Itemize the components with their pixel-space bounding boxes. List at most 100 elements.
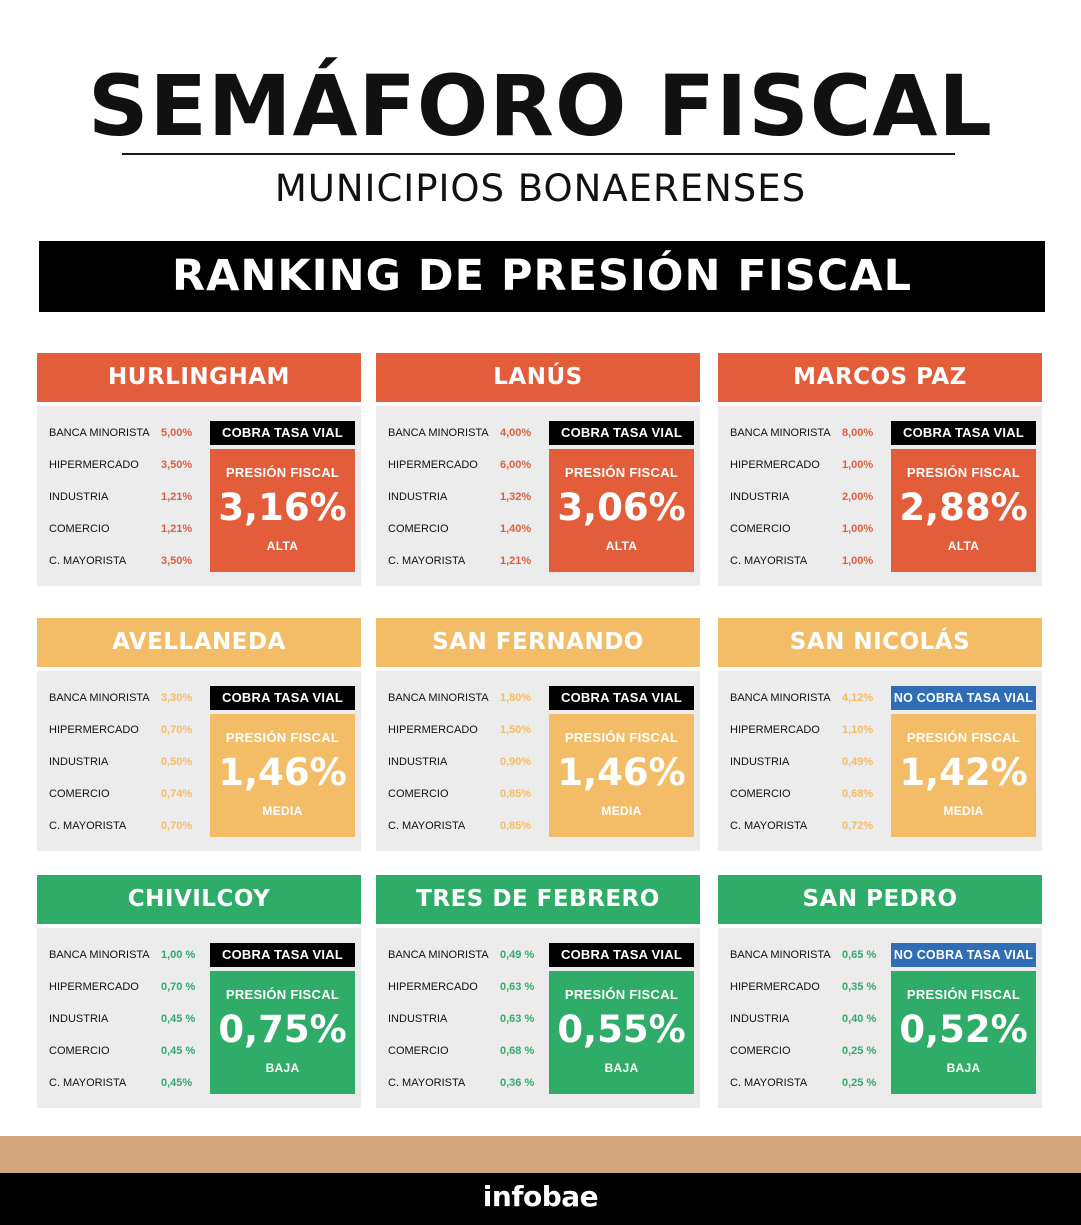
rate-row: BANCA MINORISTA 0,65 %: [730, 942, 880, 974]
presion-value: 1,46%: [557, 751, 686, 794]
rate-row: C. MAYORISTA 1,00%: [730, 548, 880, 580]
rate-row: C. MAYORISTA 0,72%: [730, 813, 880, 845]
rate-row: BANCA MINORISTA 4,12%: [730, 685, 880, 717]
rate-row: C. MAYORISTA 3,50%: [49, 548, 199, 580]
rate-value: 0,70%: [161, 724, 193, 736]
rate-label: HIPERMERCADO: [730, 724, 820, 736]
rate-label: BANCA MINORISTA: [388, 692, 489, 704]
rate-label: HIPERMERCADO: [49, 459, 139, 471]
card-body: BANCA MINORISTA 3,30% HIPERMERCADO 0,70% IND…: [37, 671, 361, 851]
presion-fiscal-box: PRESIÓN FISCAL 0,55% BAJA: [549, 971, 694, 1094]
rate-label: COMERCIO: [388, 1045, 449, 1057]
presion-level: BAJA: [946, 1061, 981, 1075]
tasa-vial-badge: COBRA TASA VIAL: [549, 943, 694, 967]
rate-value: 3,50%: [161, 459, 193, 471]
presion-value: 0,52%: [899, 1008, 1028, 1051]
rate-value: 0,40 %: [842, 1013, 877, 1025]
presion-fiscal-box: PRESIÓN FISCAL 0,52% BAJA: [891, 971, 1036, 1094]
presion-value: 3,16%: [218, 486, 347, 529]
presion-level: MEDIA: [601, 804, 642, 818]
rate-value: 3,50%: [161, 555, 193, 567]
rate-row: HIPERMERCADO 0,70 %: [49, 974, 199, 1006]
rate-label: HIPERMERCADO: [388, 981, 478, 993]
rate-row: COMERCIO 0,45 %: [49, 1038, 199, 1070]
rate-row: INDUSTRIA 1,32%: [388, 484, 538, 516]
rate-label: INDUSTRIA: [730, 1013, 790, 1025]
rate-row: BANCA MINORISTA 4,00%: [388, 420, 538, 452]
rate-value: 5,00%: [161, 427, 193, 439]
rate-row: INDUSTRIA 0,49%: [730, 749, 880, 781]
rate-value: 1,32%: [500, 491, 532, 503]
rate-row: BANCA MINORISTA 1,00 %: [49, 942, 199, 974]
rate-row: COMERCIO 0,68 %: [388, 1038, 538, 1070]
card-body: BANCA MINORISTA 4,12% HIPERMERCADO 1,10% IND…: [718, 671, 1042, 851]
presion-label: PRESIÓN FISCAL: [225, 730, 340, 745]
presion-value: 1,42%: [899, 751, 1028, 794]
card-tres-de-febrero: TRES DE FEBRERO BANCA MINORISTA 0,49 % HIPE…: [376, 875, 700, 1108]
rate-row: INDUSTRIA 1,21%: [49, 484, 199, 516]
title-divider: [122, 153, 955, 155]
rate-label: HIPERMERCADO: [730, 981, 820, 993]
rate-value: 0,74%: [161, 788, 193, 800]
rate-label: BANCA MINORISTA: [49, 427, 150, 439]
rate-value: 0,70 %: [161, 981, 196, 993]
presion-level: ALTA: [266, 539, 299, 553]
ranking-banner: RANKING DE PRESIÓN FISCAL: [39, 241, 1045, 312]
rate-label: INDUSTRIA: [388, 1013, 448, 1025]
rate-label: C. MAYORISTA: [49, 1077, 127, 1089]
rate-row: C. MAYORISTA 0,45%: [49, 1070, 199, 1102]
presion-label: PRESIÓN FISCAL: [906, 987, 1021, 1002]
rate-label: COMERCIO: [49, 788, 110, 800]
card-title: MARCOS PAZ: [718, 353, 1042, 402]
rate-value: 0,25 %: [842, 1045, 877, 1057]
rate-value: 4,00%: [500, 427, 532, 439]
rate-label: C. MAYORISTA: [388, 555, 466, 567]
rate-label: COMERCIO: [388, 523, 449, 535]
rate-value: 0,50%: [161, 756, 193, 768]
rate-row: C. MAYORISTA 0,85%: [388, 813, 538, 845]
rate-row: C. MAYORISTA 1,21%: [388, 548, 538, 580]
presion-level: BAJA: [604, 1061, 639, 1075]
card-title: SAN PEDRO: [718, 875, 1042, 924]
presion-value: 0,55%: [557, 1008, 686, 1051]
rate-label: BANCA MINORISTA: [49, 692, 150, 704]
rate-label: INDUSTRIA: [49, 756, 109, 768]
rates-list: BANCA MINORISTA 0,49 % HIPERMERCADO 0,63 % I…: [388, 942, 538, 1102]
rate-value: 1,21%: [161, 491, 193, 503]
presion-value: 0,75%: [218, 1008, 347, 1051]
rates-list: BANCA MINORISTA 5,00% HIPERMERCADO 3,50% IND…: [49, 420, 199, 580]
rate-row: INDUSTRIA 0,45 %: [49, 1006, 199, 1038]
presion-label: PRESIÓN FISCAL: [906, 465, 1021, 480]
card-body: BANCA MINORISTA 1,80% HIPERMERCADO 1,50% IND…: [376, 671, 700, 851]
tasa-vial-badge: COBRA TASA VIAL: [210, 686, 355, 710]
rate-value: 1,10%: [842, 724, 874, 736]
page-subtitle: MUNICIPIOS BONAERENSES: [274, 167, 807, 210]
card-lanus: LANÚS BANCA MINORISTA 4,00% HIPERMERCADO 6,0…: [376, 353, 700, 586]
rate-value: 2,00%: [842, 491, 874, 503]
presion-level: MEDIA: [262, 804, 303, 818]
card-san-pedro: SAN PEDRO BANCA MINORISTA 0,65 % HIPERMERCA…: [718, 875, 1042, 1108]
rate-value: 1,21%: [161, 523, 193, 535]
rate-row: BANCA MINORISTA 5,00%: [49, 420, 199, 452]
presion-fiscal-box: PRESIÓN FISCAL 2,88% ALTA: [891, 449, 1036, 572]
rates-list: BANCA MINORISTA 4,00% HIPERMERCADO 6,00% IND…: [388, 420, 538, 580]
rate-label: INDUSTRIA: [730, 491, 790, 503]
rate-row: HIPERMERCADO 0,63 %: [388, 974, 538, 1006]
tasa-vial-badge: NO COBRA TASA VIAL: [891, 686, 1036, 710]
rate-row: C. MAYORISTA 0,36 %: [388, 1070, 538, 1102]
presion-fiscal-box: PRESIÓN FISCAL 3,06% ALTA: [549, 449, 694, 572]
card-chivilcoy: CHIVILCOY BANCA MINORISTA 1,00 % HIPERMERCA…: [37, 875, 361, 1108]
rate-value: 1,00%: [842, 523, 874, 535]
presion-label: PRESIÓN FISCAL: [906, 730, 1021, 745]
rates-list: BANCA MINORISTA 4,12% HIPERMERCADO 1,10% IND…: [730, 685, 880, 845]
rate-label: BANCA MINORISTA: [388, 427, 489, 439]
rate-value: 0,49 %: [500, 949, 535, 961]
presion-level: MEDIA: [943, 804, 984, 818]
rate-label: HIPERMERCADO: [730, 459, 820, 471]
rate-value: 0,63 %: [500, 981, 535, 993]
rate-value: 6,00%: [500, 459, 532, 471]
card-san-nicolas: SAN NICOLÁS BANCA MINORISTA 4,12% HIPERMERC…: [718, 618, 1042, 851]
rate-value: 0,72%: [842, 820, 874, 832]
rate-row: INDUSTRIA 0,63 %: [388, 1006, 538, 1038]
rate-value: 0,63 %: [500, 1013, 535, 1025]
